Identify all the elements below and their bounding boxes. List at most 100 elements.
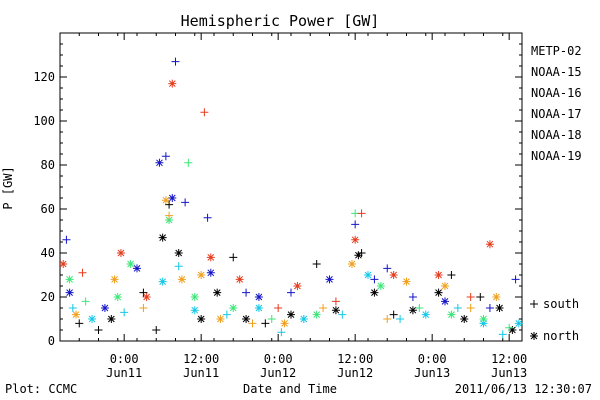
north-point-noaa-15	[155, 158, 164, 167]
x-tick-time-label: 0:00	[110, 352, 139, 366]
north-point-noaa-18	[280, 319, 289, 328]
north-point-metp-02	[370, 288, 379, 297]
south-point-noaa-19	[331, 297, 340, 306]
south-point-noaa-16	[338, 310, 347, 319]
south-point-noaa-15	[511, 275, 520, 284]
north-point-noaa-18	[72, 310, 81, 319]
legend-entry-noaa-17: NOAA-17	[531, 107, 582, 121]
chart-title: Hemispheric Power [GW]	[181, 12, 380, 30]
south-point-noaa-15	[161, 152, 170, 161]
north-point-noaa-18	[347, 260, 356, 268]
legend-entry-noaa-15: NOAA-15	[531, 65, 582, 79]
north-point-noaa-15	[254, 293, 263, 301]
south-point-noaa-19	[78, 268, 87, 277]
north-point-noaa-17	[479, 315, 488, 323]
y-tick-label: 40	[41, 246, 55, 260]
legend-entry-noaa-16: NOAA-16	[531, 86, 582, 100]
south-point-noaa-17	[267, 315, 276, 323]
plot-credit: Plot: CCMC	[5, 382, 77, 396]
south-point-noaa-18	[383, 315, 392, 323]
y-tick-label: 0	[48, 334, 55, 348]
north-point-noaa-15	[168, 194, 177, 202]
north-point-noaa-15	[325, 275, 334, 284]
x-tick-time-label: 0:00	[264, 352, 293, 366]
x-tick-date-label: Jun13	[414, 366, 450, 380]
north-marker-label: north	[543, 329, 579, 343]
legend-entry-noaa-19: NOAA-19	[531, 149, 582, 163]
north-point-metp-02	[508, 326, 517, 334]
north-point-metp-02	[197, 315, 206, 323]
south-point-noaa-18	[319, 304, 328, 312]
north-point-noaa-16	[299, 315, 308, 323]
north-point-noaa-18	[216, 315, 225, 323]
south-point-noaa-16	[453, 304, 462, 312]
south-marker-label: south	[543, 297, 579, 311]
south-point-noaa-15	[203, 213, 212, 222]
north-point-noaa-18	[177, 275, 186, 284]
south-point-noaa-16	[120, 308, 129, 317]
north-point-noaa-17	[126, 260, 135, 268]
north-point-noaa-18	[197, 271, 206, 279]
south-point-noaa-19	[357, 209, 366, 218]
north-point-metp-02	[495, 304, 504, 312]
north-point-noaa-18	[110, 275, 119, 284]
x-tick-time-label: 12:00	[337, 352, 373, 366]
north-point-noaa-17	[65, 275, 74, 284]
plot-timestamp: 2011/06/13 12:30:07	[455, 382, 592, 396]
south-point-noaa-15	[62, 235, 71, 244]
x-tick-date-label: Jun12	[260, 366, 296, 380]
south-point-noaa-16	[222, 310, 231, 319]
south-point-noaa-16	[498, 330, 507, 339]
south-point-noaa-19	[274, 304, 283, 312]
north-point-noaa-19	[485, 240, 494, 249]
south-point-noaa-18	[165, 211, 174, 220]
south-point-noaa-16	[396, 315, 405, 323]
y-tick-label: 120	[33, 70, 55, 84]
x-axis: 0:00Jun1112:00Jun110:00Jun1212:00Jun120:…	[59, 33, 527, 380]
north-point-noaa-15	[206, 268, 215, 277]
south-point-metp-02	[94, 326, 103, 334]
south-point-noaa-15	[242, 288, 251, 297]
north-point-noaa-15	[441, 297, 449, 306]
north-point-metp-02	[460, 315, 469, 323]
south-point-metp-02	[229, 253, 238, 262]
north-point-noaa-17	[190, 293, 199, 301]
south-point-metp-02	[165, 200, 174, 209]
north-point-metp-02	[354, 251, 363, 260]
north-point-metp-02	[107, 315, 116, 323]
north-point-metp-02	[287, 310, 295, 319]
south-point-noaa-15	[383, 264, 392, 273]
north-point-noaa-17	[165, 216, 174, 224]
north-point-noaa-17	[113, 293, 122, 301]
north-point-noaa-16	[479, 319, 488, 328]
south-point-noaa-17	[81, 297, 90, 306]
north-point-noaa-19	[351, 235, 360, 244]
y-tick-label: 100	[33, 114, 55, 128]
north-point-noaa-15	[100, 304, 109, 312]
north-point-noaa-18	[402, 277, 411, 286]
north-point-noaa-16	[158, 277, 167, 286]
south-point-noaa-15	[181, 198, 190, 207]
south-point-metp-02	[75, 319, 84, 328]
north-point-metp-02	[434, 288, 443, 297]
south-point-noaa-15	[370, 275, 379, 284]
x-tick-date-label: Jun12	[337, 366, 373, 380]
south-point-metp-02	[389, 310, 398, 319]
south-point-noaa-16	[68, 304, 77, 312]
south-point-noaa-18	[248, 319, 257, 328]
south-point-noaa-15	[171, 57, 180, 66]
north-point-noaa-18	[441, 282, 449, 290]
north-point-noaa-18	[492, 293, 501, 301]
y-tick-label: 60	[41, 202, 55, 216]
north-point-noaa-17	[447, 310, 456, 319]
north-point-metp-02	[213, 288, 222, 297]
south-point-metp-02	[357, 249, 366, 257]
south-point-noaa-15	[351, 220, 360, 229]
x-tick-time-label: 12:00	[491, 352, 527, 366]
y-axis: 0 20 40 60 80 100 120	[33, 43, 522, 348]
south-point-noaa-17	[184, 158, 193, 167]
south-point-noaa-16	[174, 262, 183, 271]
south-point-metp-02	[152, 326, 161, 334]
y-tick-label: 20	[41, 290, 55, 304]
x-tick-date-label: Jun11	[183, 366, 219, 380]
